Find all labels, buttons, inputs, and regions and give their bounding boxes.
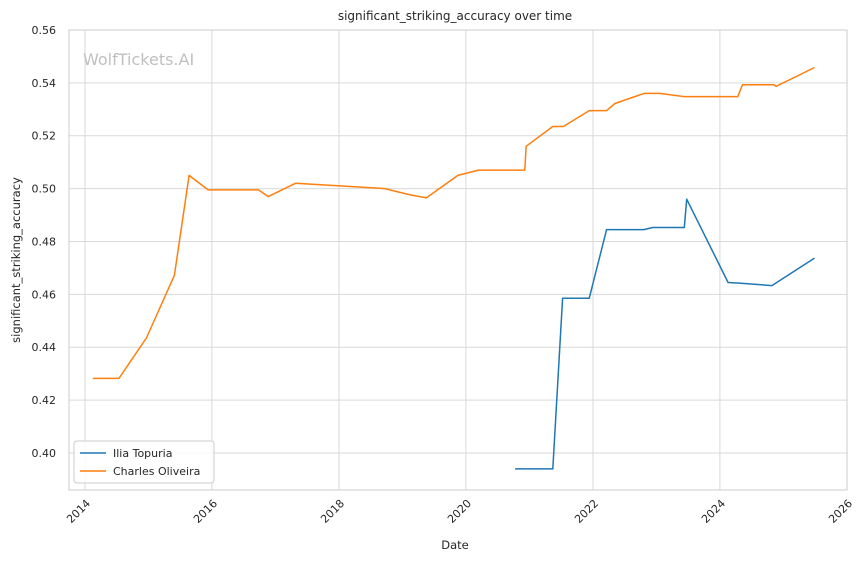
legend-box — [73, 440, 215, 484]
plot-frame — [68, 29, 848, 491]
tick-labels: 2014 2016 2018 2020 2022 2024 20260.400.420.44… — [32, 24, 856, 526]
legend: Ilia Topuria Charles Oliveira — [73, 440, 215, 484]
y-tick-label: 0.42 — [32, 394, 57, 407]
y-tick-label: 0.44 — [32, 341, 57, 354]
y-tick-label: 0.48 — [32, 235, 57, 248]
x-axis-title: Date — [441, 538, 469, 552]
y-tick-label: 0.40 — [32, 447, 57, 460]
series-line-charles-oliveira — [92, 66, 815, 380]
chart-title: significant_striking_accuracy over time — [338, 9, 572, 23]
watermark: WolfTickets.AI — [83, 50, 194, 69]
y-tick-label: 0.50 — [32, 183, 57, 196]
y-tick-label: 0.54 — [32, 77, 57, 90]
y-axis-title: significant_striking_accuracy — [9, 177, 23, 343]
legend-label-charles-oliveira: Charles Oliveira — [113, 465, 200, 478]
series-line-ilia-topuria — [515, 198, 815, 470]
legend-label-ilia-topuria: Ilia Topuria — [113, 447, 172, 460]
y-tick-label: 0.52 — [32, 130, 57, 143]
y-tick-label: 0.56 — [32, 24, 57, 37]
y-tick-label: 0.46 — [32, 288, 57, 301]
series-group — [92, 66, 815, 470]
